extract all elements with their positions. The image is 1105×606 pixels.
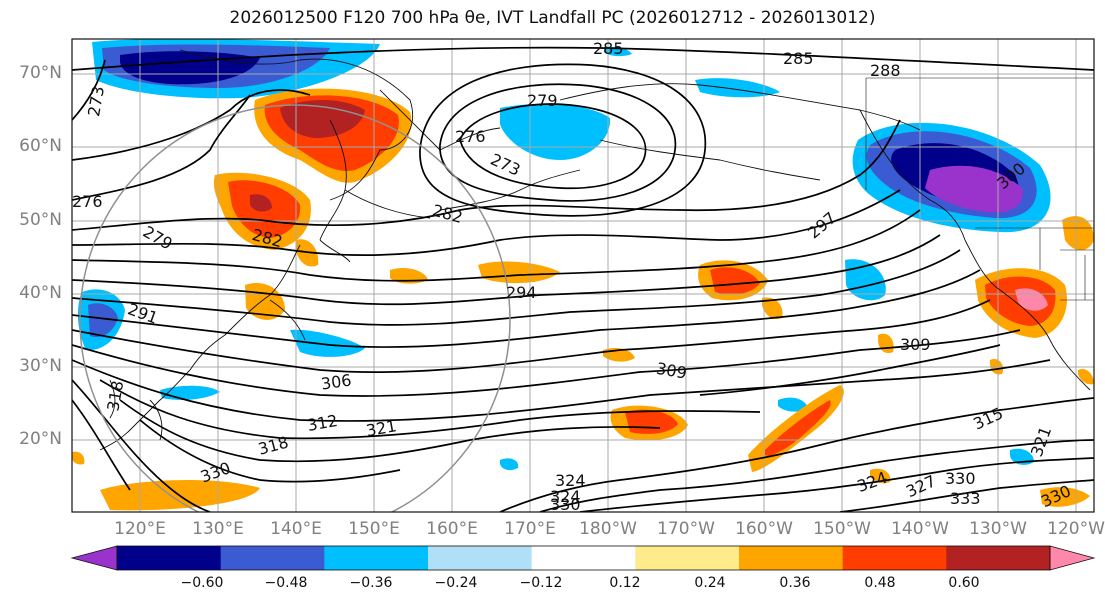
colorbar-tick-label: 0.12	[609, 575, 641, 591]
lon-label: 140°W	[891, 519, 949, 539]
colorbar-extend-high	[1049, 545, 1096, 571]
map-area	[72, 39, 1094, 512]
colorbar-tick-label: −0.12	[519, 575, 563, 591]
colorbar-tick-label: 0.36	[779, 575, 811, 591]
contour-label: 294	[506, 283, 537, 302]
contour-label: 330	[945, 469, 976, 488]
contour-label-layer: 285 285 288 273 279 276 276 273 282 279 …	[72, 39, 1074, 514]
colorbar-segment	[531, 546, 636, 570]
colorbar-tick-label: −0.48	[264, 575, 308, 591]
lon-label: 140°E	[270, 519, 322, 539]
lat-label: 70°N	[19, 63, 62, 83]
map-title: 2026012500 F120 700 hPa θe, IVT Landfall…	[229, 8, 876, 28]
lat-label: 60°N	[19, 136, 62, 156]
political-borders	[865, 77, 1094, 301]
map-frame	[71, 38, 1095, 513]
colorbar	[70, 545, 1096, 571]
contour-label: 285	[593, 39, 624, 58]
contour-label: 276	[72, 192, 103, 211]
colorbar-tick-label: −0.60	[180, 575, 224, 591]
colorbar-segment	[739, 546, 844, 570]
colorbar-segment	[117, 546, 222, 570]
colorbar-tick-label: −0.36	[349, 575, 393, 591]
contour-label: 285	[783, 49, 814, 68]
lat-label: 30°N	[19, 356, 62, 376]
colorbar-tick-label: 0.48	[864, 575, 896, 591]
theta-e-contours	[72, 46, 1094, 512]
colorbar-segment	[324, 546, 429, 570]
colorbar-segment	[635, 546, 740, 570]
lat-label: 50°N	[19, 210, 62, 230]
colorbar-segment	[842, 546, 947, 570]
lon-label: 180°W	[579, 519, 637, 539]
lat-label: 20°N	[19, 429, 62, 449]
lat-label: 40°N	[19, 283, 62, 303]
colorbar-segment	[946, 546, 1051, 570]
lon-label: 130°E	[192, 519, 244, 539]
lon-label: 160°E	[426, 519, 478, 539]
lon-label: 130°W	[969, 519, 1027, 539]
contour-label: 279	[527, 91, 558, 110]
contour-label: 276	[455, 127, 486, 146]
lon-label: 120°W	[1047, 519, 1105, 539]
colorbar-tick-label: 0.60	[948, 575, 980, 591]
lon-label: 160°W	[735, 519, 793, 539]
contour-label: 324	[555, 471, 586, 490]
contour-label: 309	[900, 335, 931, 354]
colorbar-extend-low	[70, 545, 118, 571]
lon-label: 150°E	[348, 519, 400, 539]
colorbar-segment	[428, 546, 533, 570]
lon-label: 120°E	[114, 519, 166, 539]
contour-label: 306	[320, 370, 353, 393]
lon-label: 170°E	[504, 519, 556, 539]
contour-label: 333	[950, 489, 981, 508]
contour-label: 288	[870, 61, 901, 80]
colorbar-tick-label: −0.24	[434, 575, 478, 591]
distance-circle	[79, 104, 511, 512]
contour-label: 324	[550, 487, 581, 506]
contour-label: 330	[550, 495, 581, 514]
lon-label: 150°W	[813, 519, 871, 539]
colorbar-segment	[220, 546, 325, 570]
colorbar-tick-label: 0.24	[694, 575, 726, 591]
lon-label: 170°W	[657, 519, 715, 539]
